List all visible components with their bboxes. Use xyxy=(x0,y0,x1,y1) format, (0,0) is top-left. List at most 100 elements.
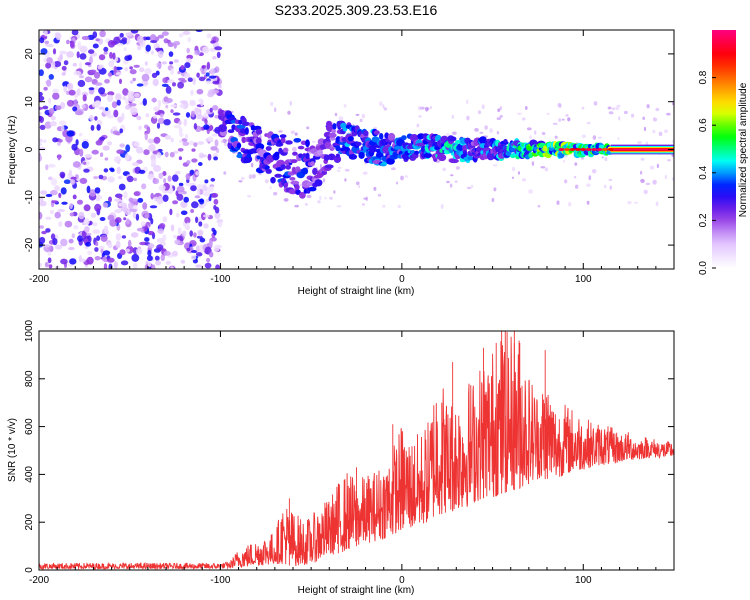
noise-blob xyxy=(151,264,156,269)
faint-blob xyxy=(449,183,453,188)
faint-blob xyxy=(586,200,590,205)
noise-blob xyxy=(195,114,203,120)
noise-blob xyxy=(203,124,210,130)
noise-blob xyxy=(129,69,137,75)
noise-blob xyxy=(43,30,48,37)
noise-blob xyxy=(125,32,134,37)
noise-blob xyxy=(212,80,220,85)
noise-blob xyxy=(39,225,44,229)
signal-blob xyxy=(355,141,362,146)
faint-blob xyxy=(417,106,422,111)
y-tick-label: 600 xyxy=(24,418,35,435)
noise-blob xyxy=(125,248,130,253)
faint-blob xyxy=(338,116,344,121)
noise-blob xyxy=(157,117,165,125)
faint-blob xyxy=(373,186,377,191)
noise-blob xyxy=(43,139,47,143)
signal-blob xyxy=(563,148,570,151)
noise-blob xyxy=(94,247,99,252)
noise-blob xyxy=(145,44,151,52)
noise-blob xyxy=(54,211,61,219)
noise-blob xyxy=(167,42,174,48)
noise-blob xyxy=(146,255,153,262)
signal-blob xyxy=(437,154,447,162)
noise-blob xyxy=(209,68,216,75)
noise-blob xyxy=(95,100,101,107)
noise-blob xyxy=(107,242,113,249)
noise-blob xyxy=(52,238,58,246)
noise-blob xyxy=(198,162,203,166)
faint-blob xyxy=(496,131,500,135)
noise-blob xyxy=(186,247,191,252)
noise-blob xyxy=(114,209,120,213)
noise-blob xyxy=(90,212,97,218)
faint-blob xyxy=(528,189,533,194)
x-tick-label: 100 xyxy=(575,274,592,285)
signal-blob xyxy=(324,164,334,169)
faint-blob xyxy=(671,177,674,181)
faint-blob xyxy=(558,118,562,122)
noise-blob xyxy=(83,168,90,173)
faint-blob xyxy=(361,113,365,119)
noise-blob xyxy=(135,248,143,255)
noise-blob xyxy=(202,46,210,54)
noise-blob xyxy=(165,85,172,94)
noise-blob xyxy=(88,49,95,54)
noise-blob xyxy=(150,50,154,55)
noise-blob xyxy=(206,257,211,263)
noise-blob xyxy=(81,104,86,109)
faint-blob xyxy=(618,116,621,121)
noise-blob xyxy=(153,115,157,119)
signal-blob xyxy=(255,128,263,135)
faint-blob xyxy=(287,110,291,115)
noise-blob xyxy=(77,235,83,242)
x-tick-label: 0 xyxy=(399,575,405,586)
noise-blob xyxy=(184,242,191,250)
noise-blob xyxy=(176,213,180,218)
y-tick-label: -10 xyxy=(24,190,35,205)
noise-blob xyxy=(109,51,113,59)
faint-blob xyxy=(442,167,447,172)
noise-blob xyxy=(66,39,70,45)
faint-blob xyxy=(667,159,671,162)
faint-blob xyxy=(645,182,651,186)
noise-blob xyxy=(115,72,122,76)
noise-blob xyxy=(94,203,102,212)
noise-blob xyxy=(197,141,205,145)
noise-blob xyxy=(162,77,169,84)
faint-blob xyxy=(362,171,368,175)
noise-blob xyxy=(48,74,54,80)
noise-blob xyxy=(133,64,140,68)
noise-blob xyxy=(46,44,54,48)
noise-blob xyxy=(137,45,142,51)
noise-blob xyxy=(92,229,101,234)
signal-blob xyxy=(585,148,592,151)
faint-blob xyxy=(336,205,342,208)
faint-blob xyxy=(649,165,655,170)
noise-blob xyxy=(190,209,195,213)
noise-blob xyxy=(86,185,91,194)
noise-blob xyxy=(130,232,139,238)
noise-blob xyxy=(205,199,210,203)
noise-blob xyxy=(172,112,181,116)
noise-blob xyxy=(136,227,144,232)
noise-blob xyxy=(103,51,108,55)
noise-blob xyxy=(150,192,154,200)
noise-blob xyxy=(88,87,95,91)
colorbar-tick-label: 0.2 xyxy=(698,213,709,227)
noise-blob xyxy=(44,261,49,268)
noise-blob xyxy=(123,47,127,51)
noise-blob xyxy=(132,262,138,269)
noise-blob xyxy=(203,214,210,218)
noise-blob xyxy=(40,190,48,195)
noise-blob xyxy=(39,69,44,77)
signal-blob xyxy=(569,148,576,151)
noise-blob xyxy=(149,205,158,209)
noise-blob xyxy=(214,211,221,220)
noise-blob xyxy=(148,144,156,152)
noise-blob xyxy=(39,116,44,123)
noise-blob xyxy=(198,221,203,227)
noise-blob xyxy=(211,89,220,94)
signal-blob xyxy=(407,143,413,147)
